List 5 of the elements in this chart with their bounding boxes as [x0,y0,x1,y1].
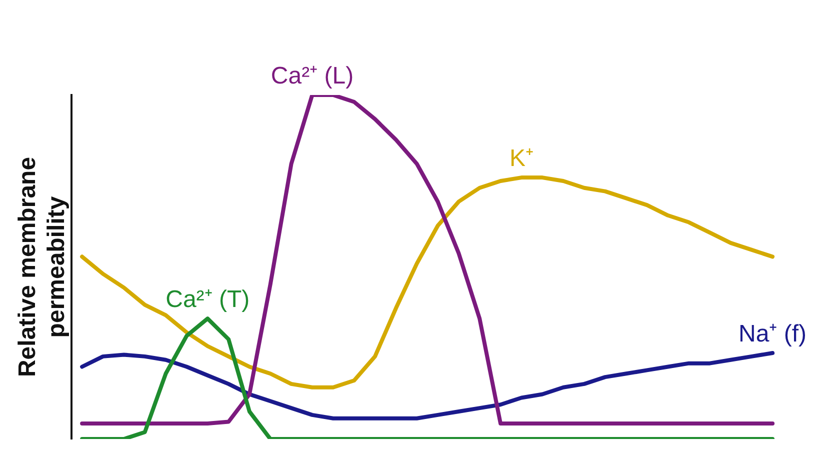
y-axis-title: Relative membrane permeability [14,156,70,378]
series-label: Ca²⁺ (L) [270,62,354,90]
series-label: K⁺ [509,145,534,172]
series-label: Ca²⁺ (T) [166,286,250,314]
series-label: Na⁺ (f) [738,320,807,348]
